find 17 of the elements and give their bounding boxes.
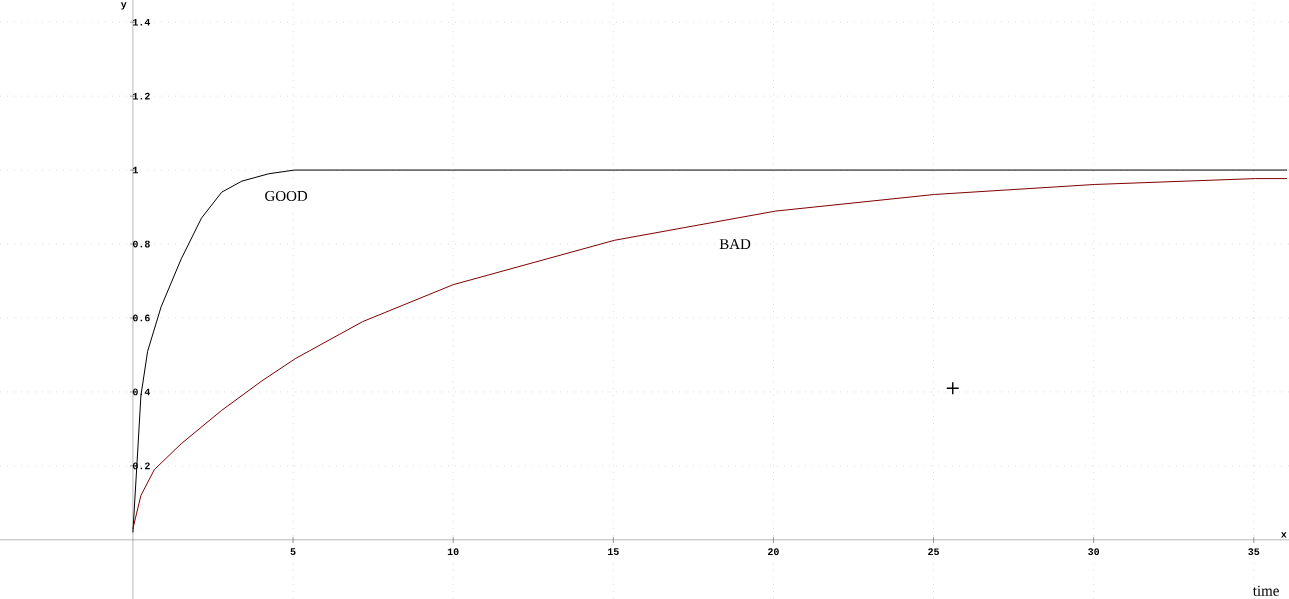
y-axis-title: y <box>120 2 127 10</box>
x-tick-label: 35 <box>1248 548 1260 556</box>
y-tick-label: 0.8 <box>132 240 150 248</box>
y-tick-label: 1.2 <box>133 92 150 100</box>
x-tick-label: 25 <box>928 548 939 556</box>
x-tick-label: 5 <box>290 548 296 555</box>
x-tick-label: 15 <box>607 548 619 555</box>
y-tick-label: 1.4 <box>133 18 151 26</box>
y-tick-label: 0.6 <box>132 314 150 322</box>
annotation: time <box>1252 585 1279 596</box>
x-tick-label: 10 <box>447 548 459 556</box>
x-axis-title: x <box>1281 532 1287 538</box>
series-label: BAD <box>719 239 751 249</box>
x-tick-label: 30 <box>1088 548 1100 556</box>
y-tick-label: 1 <box>133 166 138 174</box>
series-label: GOOD <box>265 190 308 201</box>
x-tick-label: 20 <box>768 548 779 556</box>
